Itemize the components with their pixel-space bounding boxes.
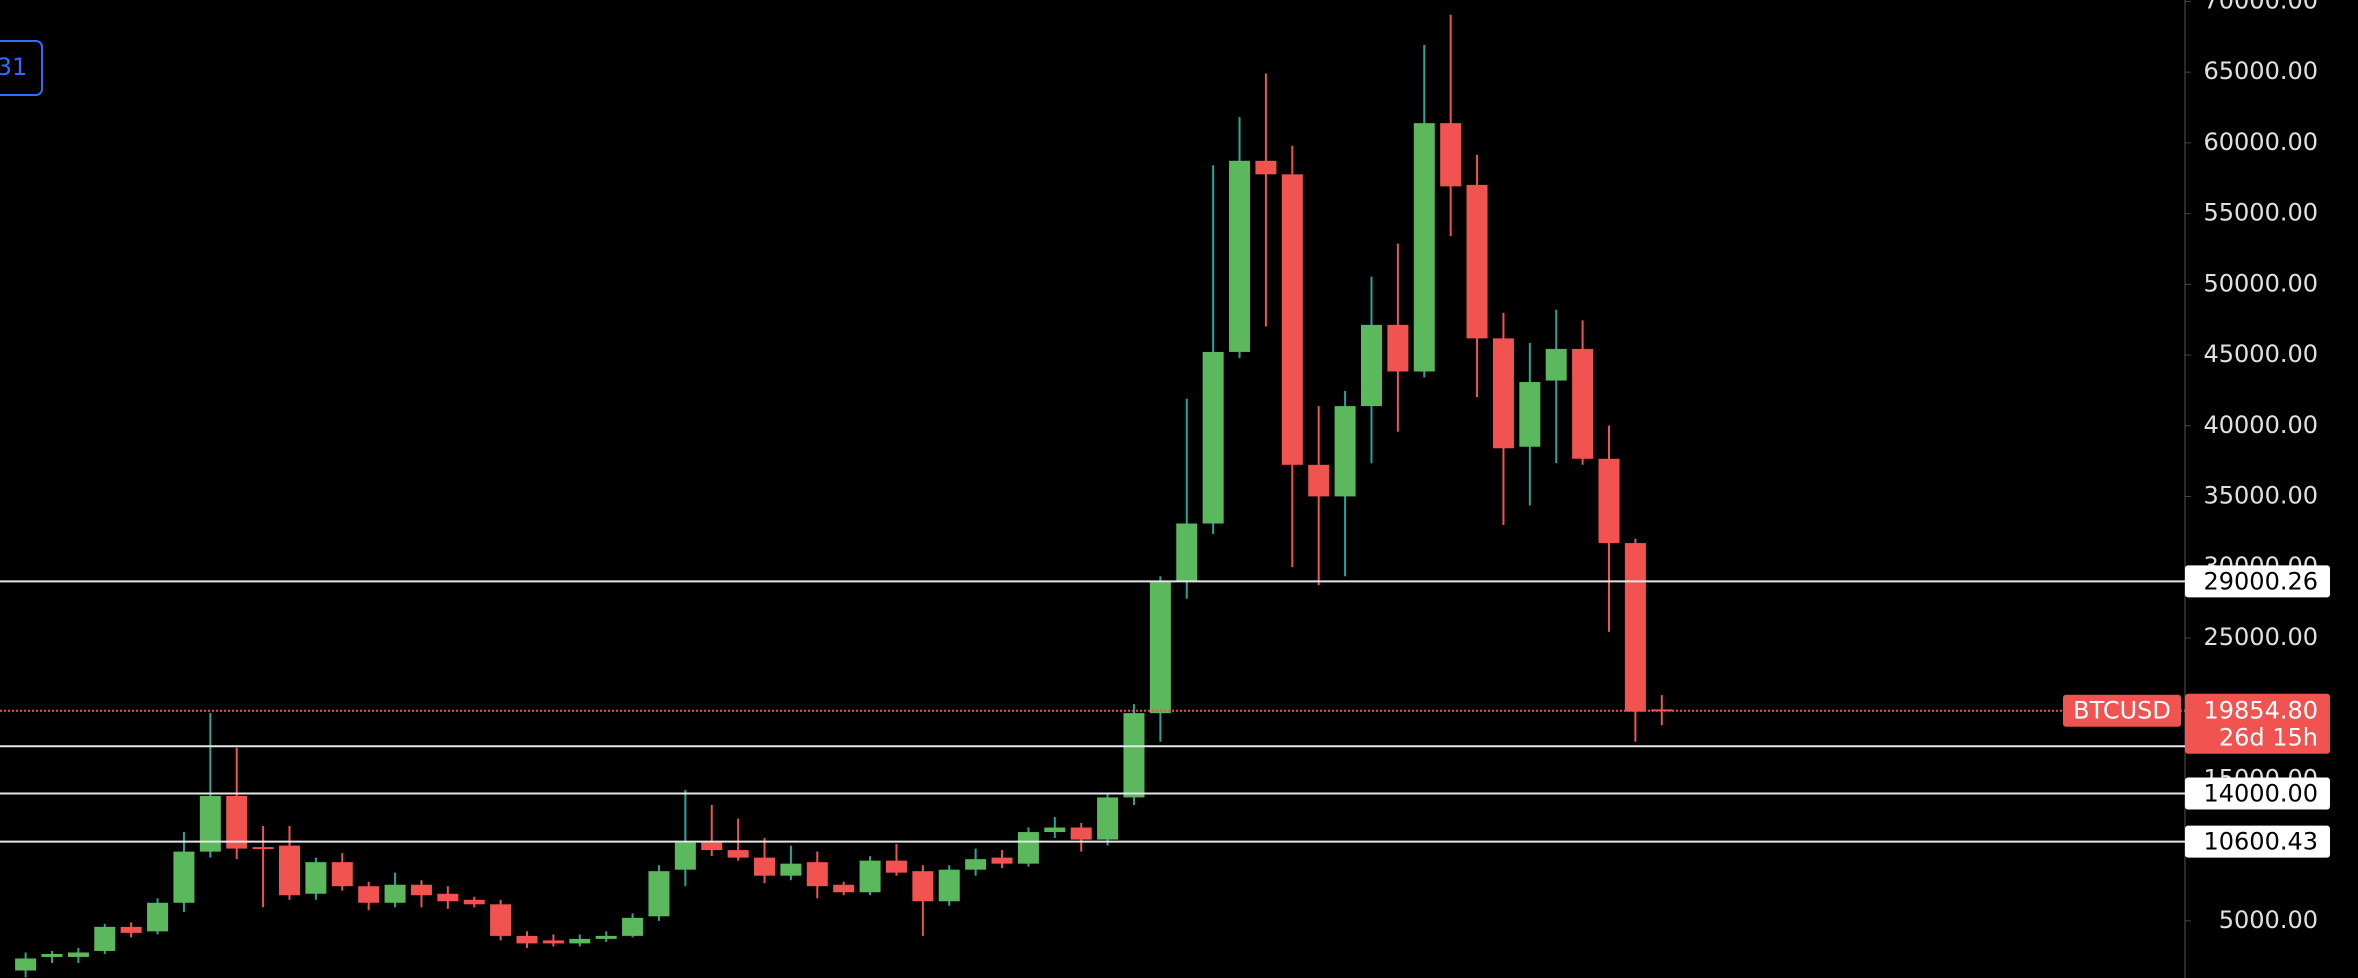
candle-body <box>1149 582 1171 714</box>
candle-body <box>1572 348 1594 459</box>
candle-body <box>15 958 37 971</box>
candle-body <box>437 893 459 902</box>
candle-body <box>780 863 802 876</box>
candle-body <box>648 871 670 917</box>
candle-body <box>1334 406 1356 497</box>
candle-body <box>1519 382 1541 447</box>
candle-body <box>1176 523 1198 581</box>
level-label: 14000.00 <box>2203 780 2318 808</box>
candle-body <box>252 847 274 850</box>
candle-body <box>674 842 696 870</box>
candle-body <box>833 884 855 893</box>
candle-body <box>1598 458 1620 544</box>
candle-body <box>622 917 644 936</box>
candle-body <box>41 953 63 957</box>
candle-body <box>94 926 116 951</box>
candle-body <box>727 850 749 858</box>
candle-body <box>965 859 987 870</box>
candle-body <box>542 940 564 944</box>
last-price-box <box>2185 693 2330 754</box>
candle-body <box>173 851 195 903</box>
candle-body <box>463 899 485 905</box>
badge[interactable]: 31 <box>0 40 43 96</box>
candle-body <box>885 860 907 873</box>
badge-text: 31 <box>0 53 27 81</box>
y-tick-label: 35000.00 <box>2203 481 2318 509</box>
candle-body <box>806 862 828 887</box>
y-tick-label: 40000.00 <box>2203 411 2318 439</box>
level-label-box <box>2185 777 2330 810</box>
candle-body <box>1413 123 1435 372</box>
symbol-tag: BTCUSD <box>2073 697 2171 725</box>
symbol-tag-box <box>2063 694 2181 727</box>
y-tick-label: 5000.00 <box>2219 906 2318 934</box>
candle-body <box>1017 832 1039 864</box>
candle-body <box>1044 827 1066 833</box>
y-tick-label: 25000.00 <box>2203 623 2318 651</box>
candle-body <box>1624 543 1646 712</box>
candle-body <box>1545 348 1567 381</box>
last-price-label: 19854.80 <box>2203 697 2318 725</box>
candle-body <box>1097 797 1119 840</box>
y-tick-label: 65000.00 <box>2203 57 2318 85</box>
candle-body <box>595 935 617 939</box>
level-label-box <box>2185 825 2330 858</box>
level-label: 10600.43 <box>2203 828 2318 856</box>
candle-body <box>358 886 380 903</box>
candle-body <box>1466 184 1488 339</box>
candle-body <box>1123 713 1145 798</box>
candle-body <box>384 884 406 903</box>
y-tick-label: 50000.00 <box>2203 269 2318 297</box>
y-tick-label: 70000.00 <box>2203 0 2318 14</box>
level-label: 29000.26 <box>2203 567 2318 595</box>
candle-body <box>701 842 723 851</box>
candle-body <box>331 862 353 887</box>
candle-body <box>305 862 327 894</box>
countdown-label: 26d 15h <box>2219 724 2318 752</box>
candle-body <box>1308 464 1330 497</box>
candle-body <box>569 938 591 944</box>
candle-body <box>1202 351 1224 524</box>
candle-body <box>490 904 512 936</box>
candle-body <box>754 857 776 876</box>
candle-body <box>1387 324 1409 372</box>
candle-body <box>279 845 300 896</box>
candle-body <box>1070 827 1092 840</box>
candle-body <box>1255 160 1277 175</box>
y-tick-label: 45000.00 <box>2203 340 2318 368</box>
candle-body <box>410 884 432 896</box>
candle-body <box>516 935 538 944</box>
level-label-box <box>2185 565 2330 598</box>
y-tick-label: 60000.00 <box>2203 128 2318 156</box>
candle-body <box>1281 174 1303 465</box>
candle-body <box>912 871 934 902</box>
candle-body <box>67 952 89 957</box>
candle-body <box>1440 123 1462 187</box>
candle-body <box>991 857 1013 864</box>
candle-body <box>859 860 881 893</box>
candle-body <box>120 926 142 933</box>
candle-body <box>1360 324 1382 407</box>
candle-body <box>226 795 248 849</box>
candle-body <box>938 869 960 902</box>
candle-body <box>199 795 221 852</box>
candle-body <box>147 902 169 932</box>
y-tick-label: 55000.00 <box>2203 199 2318 227</box>
badge-box <box>0 40 43 96</box>
candle-body <box>1229 160 1251 352</box>
candle-body <box>1492 338 1514 449</box>
